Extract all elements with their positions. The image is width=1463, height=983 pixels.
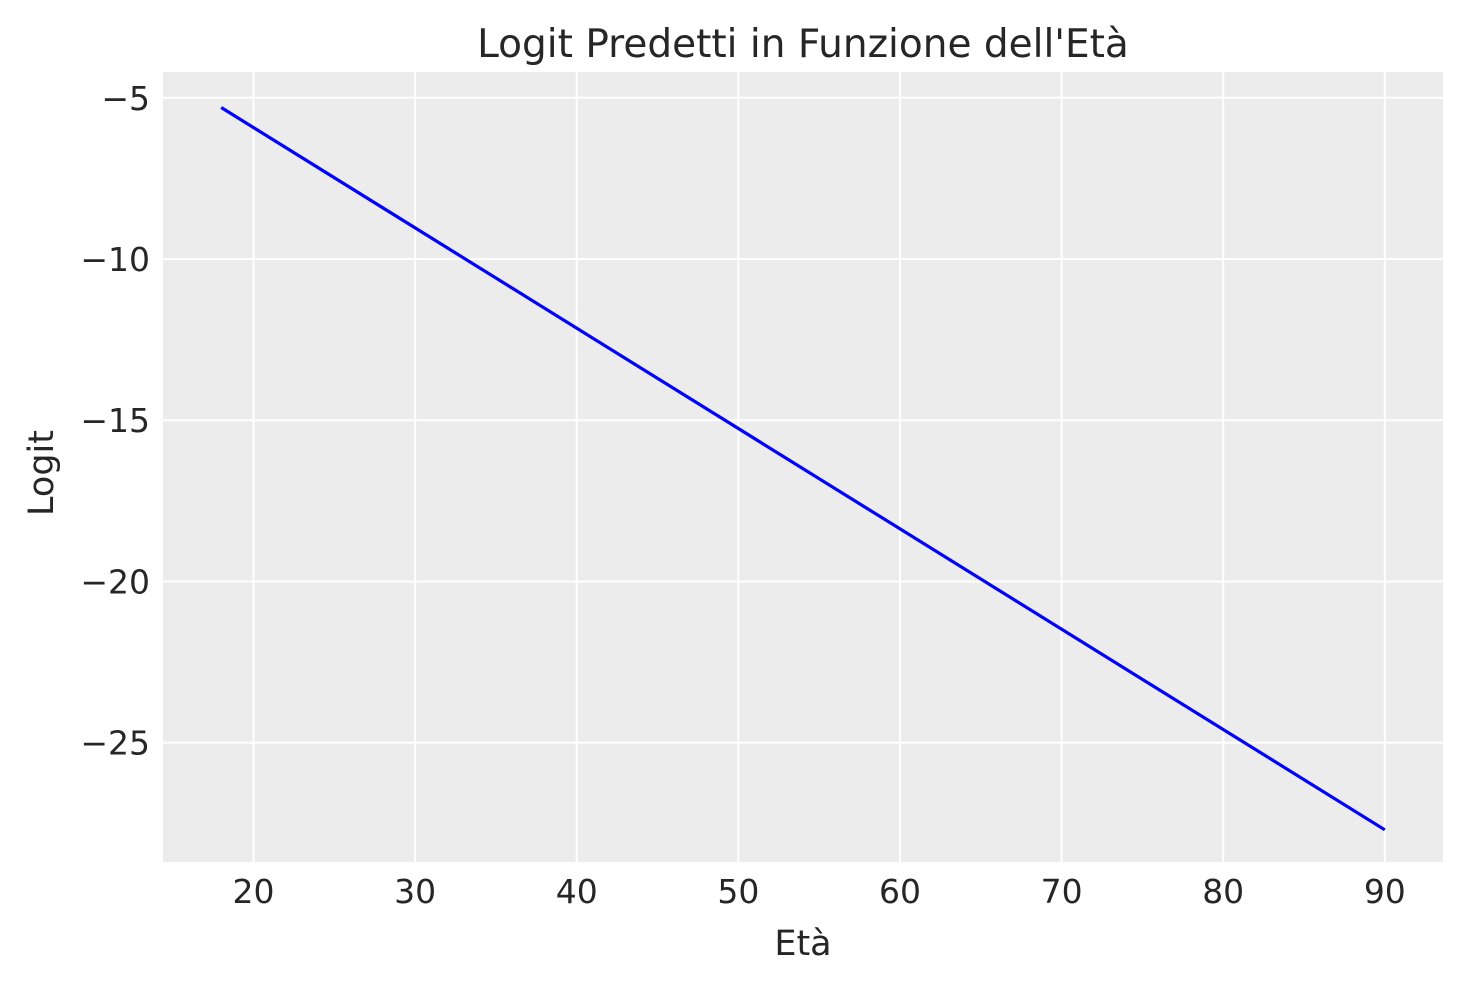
y-tick-label: −15 [80,401,150,440]
x-axis-label: Età [774,924,831,964]
x-tick-label: 60 [879,872,921,911]
y-gridlines [163,96,1443,744]
x-tick-labels: 20 30 40 50 60 70 80 90 [233,872,1406,911]
y-tick-label: −10 [80,240,150,279]
x-tick-label: 40 [556,872,598,911]
y-tick-label: −20 [80,562,150,601]
x-tick-label: 20 [233,872,275,911]
y-axis-label: Logit [22,430,62,516]
x-tick-label: 50 [717,872,759,911]
y-tick-labels: −5 −10 −15 −20 −25 [80,79,150,763]
x-tick-label: 90 [1364,872,1406,911]
y-tick-label: −5 [101,79,150,118]
x-tick-label: 30 [394,872,436,911]
y-tick-label: −25 [80,724,150,763]
chart-title: Logit Predetti in Funzione dell'Età [477,22,1129,67]
series-line [220,106,1386,832]
x-tick-label: 70 [1041,872,1083,911]
series-layer [220,106,1386,832]
x-tick-label: 80 [1202,872,1244,911]
